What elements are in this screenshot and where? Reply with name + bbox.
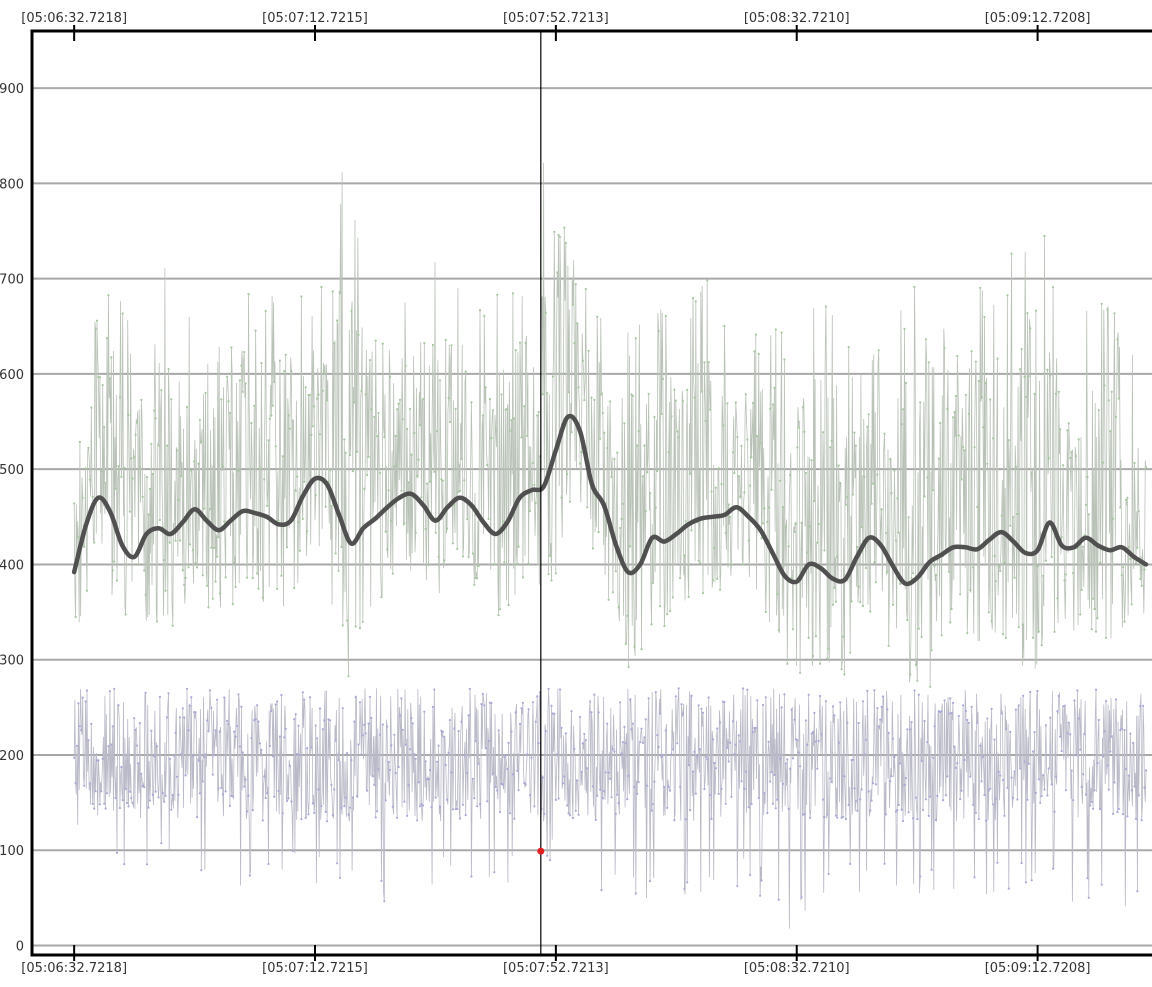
plot-frame — [30, 29, 1152, 957]
x-tick-label-bottom: [05:07:52.7213] — [503, 961, 609, 976]
x-tick-label-top: [05:07:12.7215] — [262, 11, 368, 26]
x-tick-label-bottom: [05:09:12.7208] — [985, 961, 1091, 976]
y-tick-label: 0 — [16, 939, 24, 954]
x-tick-label-top: [05:08:32.7210] — [744, 11, 850, 26]
low-sample-points — [73, 687, 1148, 903]
y-tick-label: 500 — [0, 463, 24, 478]
x-tick-label-top: [05:07:52.7213] — [503, 11, 609, 26]
x-tick-label-top: [05:06:32.7218] — [21, 11, 127, 26]
cursor-layer — [537, 31, 545, 955]
average-line — [71, 413, 1149, 587]
y-tick-label: 600 — [0, 368, 24, 383]
y-tick-label: 400 — [0, 558, 24, 573]
x-tick-label-top: [05:09:12.7208] — [985, 11, 1091, 26]
y-tick-label: 200 — [0, 749, 24, 764]
cursor-marker — [537, 847, 545, 855]
y-tick-label: 900 — [0, 82, 24, 97]
x-tick-label-bottom: [05:06:32.7218] — [21, 961, 127, 976]
y-tick-label: 700 — [0, 273, 24, 288]
average-line-layer — [71, 413, 1149, 587]
tick-labels: 0 100 200 300 400 500 600 700 800 900 [05:06:32.72… — [0, 11, 1090, 976]
x-tick-label-bottom: [05:08:32.7210] — [744, 961, 850, 976]
y-tick-label: 800 — [0, 177, 24, 192]
y-tick-label: 100 — [0, 844, 24, 859]
x-tick-label-bottom: [05:07:12.7215] — [262, 961, 368, 976]
y-tick-label: 300 — [0, 654, 24, 669]
axes — [30, 25, 1152, 961]
